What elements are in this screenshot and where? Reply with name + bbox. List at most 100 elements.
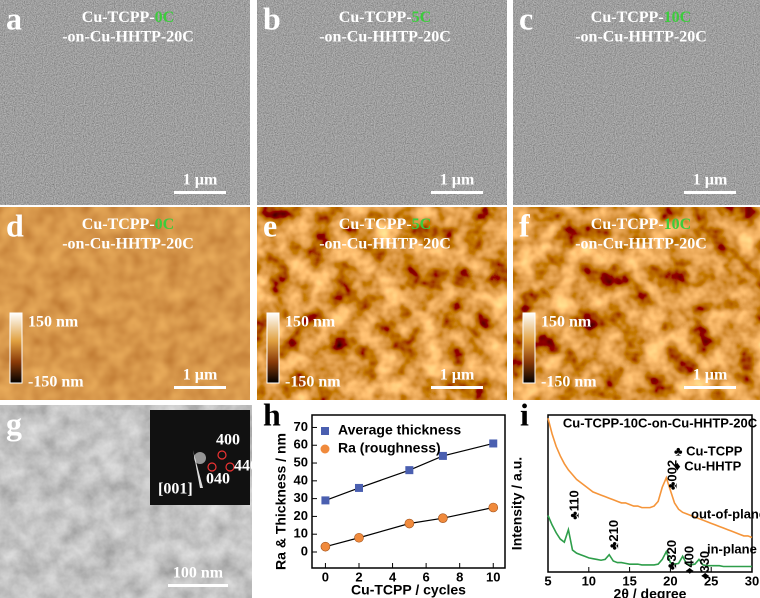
panel-title: -on-Cu-HHTP-20C bbox=[62, 29, 194, 46]
panel-label: b bbox=[263, 0, 281, 36]
panel-label: f bbox=[519, 207, 530, 243]
y-tick-label: 40 bbox=[294, 472, 308, 487]
y-axis-label: Ra & Thickness / nm bbox=[273, 433, 289, 570]
y-tick-label: 30 bbox=[294, 490, 308, 505]
colorbar bbox=[523, 313, 535, 383]
panel-label: g bbox=[6, 405, 22, 441]
x-tick-label: 5 bbox=[544, 573, 551, 588]
title-part: 10C bbox=[664, 216, 692, 233]
title-part: Cu-TCPP- bbox=[591, 9, 664, 26]
key-entry: ♣ Cu-TCPP bbox=[674, 443, 743, 458]
scale-bar-label: 1 µm bbox=[440, 367, 475, 384]
legend-marker bbox=[321, 445, 330, 454]
peak-label: ♣320 bbox=[664, 540, 679, 570]
scale-bar-label: 1 µm bbox=[440, 172, 475, 189]
panel-title: -on-Cu-HHTP-20C bbox=[319, 236, 451, 253]
chart-title: Cu-TCPP-10C-on-Cu-HHTP-20C bbox=[563, 415, 758, 430]
panel-title: Cu-TCPP-10C bbox=[591, 9, 691, 26]
plot-frame bbox=[312, 415, 505, 568]
y-tick-label: 10 bbox=[294, 526, 308, 541]
legend-label: Ra (roughness) bbox=[338, 440, 441, 456]
colorbar bbox=[10, 313, 22, 383]
colorbar-max: 150 nm bbox=[541, 314, 592, 331]
scale-bar bbox=[174, 191, 226, 194]
title-part: Cu-TCPP- bbox=[82, 9, 155, 26]
marker bbox=[438, 514, 447, 523]
panel-label: e bbox=[263, 207, 277, 243]
scale-bar bbox=[431, 386, 483, 389]
key-entry: ♦ Cu-HHTP bbox=[674, 458, 742, 473]
x-tick-label: 10 bbox=[486, 569, 500, 584]
colorbar-min: -150 nm bbox=[541, 374, 597, 391]
scale-bar-label: 1 µm bbox=[693, 172, 728, 189]
marker bbox=[354, 533, 363, 542]
panel-title: Cu-TCPP-5C bbox=[339, 216, 431, 233]
panel-title: -on-Cu-HHTP-20C bbox=[575, 236, 707, 253]
marker bbox=[489, 439, 497, 447]
x-axis-label: 2θ / degree bbox=[614, 586, 687, 598]
panel-title: -on-Cu-HHTP-20C bbox=[575, 29, 707, 46]
x-tick-label: 0 bbox=[322, 569, 329, 584]
spot-label: 040 bbox=[206, 471, 230, 488]
x-tick-label: 30 bbox=[745, 573, 759, 588]
panel-label: a bbox=[6, 0, 22, 36]
colorbar-max: 150 nm bbox=[285, 314, 336, 331]
title-part: 5C bbox=[412, 9, 432, 26]
scale-bar-label: 1 µm bbox=[183, 367, 218, 384]
y-tick-label: 70 bbox=[294, 419, 308, 434]
colorbar-max: 150 nm bbox=[28, 314, 79, 331]
title-part: 0C bbox=[155, 9, 175, 26]
peak-label: ♦400 bbox=[682, 546, 697, 574]
center-spot bbox=[194, 452, 206, 464]
scale-bar-label: 100 nm bbox=[173, 565, 224, 582]
marker bbox=[489, 503, 498, 512]
peak-label: ♣110 bbox=[567, 490, 582, 520]
spot-label: 400 bbox=[216, 432, 240, 449]
scale-bar-label: 1 µm bbox=[183, 172, 218, 189]
panel-title: -on-Cu-HHTP-20C bbox=[62, 236, 194, 253]
series-label: in-plane bbox=[707, 541, 757, 556]
colorbar bbox=[267, 313, 279, 383]
marker bbox=[405, 466, 413, 474]
scale-bar bbox=[174, 386, 226, 389]
marker bbox=[321, 542, 330, 551]
panel-title: -on-Cu-HHTP-20C bbox=[319, 29, 451, 46]
marker bbox=[405, 519, 414, 528]
title-part: 5C bbox=[412, 216, 432, 233]
y-axis-label: Intensity / a.u. bbox=[509, 457, 525, 550]
x-tick-label: 10 bbox=[582, 573, 596, 588]
panel-title: Cu-TCPP-5C bbox=[339, 9, 431, 26]
figure: aCu-TCPP-0C-on-Cu-HHTP-20C1 µmbCu-TCPP-5… bbox=[0, 0, 760, 598]
scale-bar bbox=[684, 386, 736, 389]
y-tick-label: 20 bbox=[294, 508, 308, 523]
zone-axis: [001] bbox=[158, 481, 193, 498]
spot-label: 440 bbox=[234, 458, 258, 475]
scale-bar bbox=[684, 191, 736, 194]
colorbar-min: -150 nm bbox=[28, 374, 84, 391]
y-tick-label: 60 bbox=[294, 437, 308, 452]
title-part: Cu-TCPP- bbox=[591, 216, 664, 233]
panel-label: c bbox=[519, 0, 533, 36]
scale-bar bbox=[431, 191, 483, 194]
y-tick-label: 0 bbox=[301, 543, 308, 558]
series-label: out-of-plane bbox=[691, 506, 760, 521]
title-part: Cu-TCPP- bbox=[339, 216, 412, 233]
panel-title: Cu-TCPP-10C bbox=[591, 216, 691, 233]
peak-label: ♣002 bbox=[665, 460, 680, 490]
x-axis-label: Cu-TCPP / cycles bbox=[351, 582, 466, 598]
panel-title: Cu-TCPP-0C bbox=[82, 216, 174, 233]
panel-title: Cu-TCPP-0C bbox=[82, 9, 174, 26]
scale-bar bbox=[168, 584, 228, 587]
legend-label: Average thickness bbox=[338, 422, 461, 438]
marker bbox=[321, 496, 329, 504]
legend-marker bbox=[321, 427, 329, 435]
peak-label: ♣210 bbox=[606, 520, 621, 550]
scale-bar-label: 1 µm bbox=[693, 367, 728, 384]
title-part: 0C bbox=[155, 216, 175, 233]
panel-label: i bbox=[520, 396, 529, 432]
title-part: Cu-TCPP- bbox=[82, 216, 155, 233]
colorbar-min: -150 nm bbox=[285, 374, 341, 391]
marker bbox=[355, 484, 363, 492]
peak-label: ♦330 bbox=[697, 551, 712, 579]
y-tick-label: 50 bbox=[294, 454, 308, 469]
